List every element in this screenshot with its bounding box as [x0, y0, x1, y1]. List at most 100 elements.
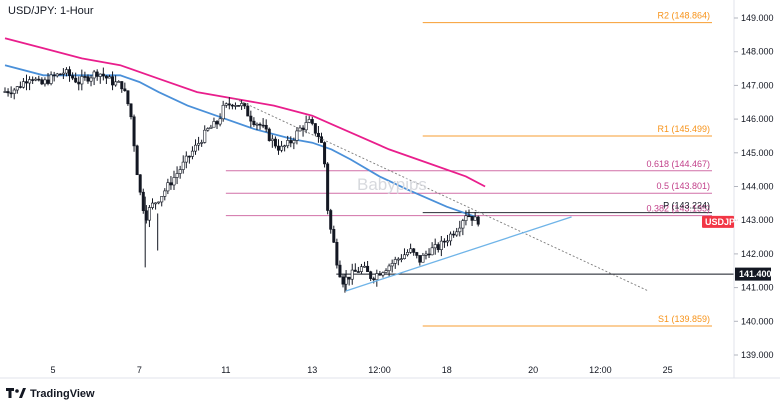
candle-body [375, 273, 379, 281]
candle-body [227, 103, 231, 106]
candle-body [132, 116, 136, 147]
x-tick-label: 5 [51, 365, 56, 375]
moving-average-pink [4, 37, 486, 188]
candle-body [307, 119, 311, 123]
candle-body [64, 69, 68, 74]
candle-body [458, 227, 462, 233]
price-axis-tag [735, 267, 771, 281]
candle-body [464, 215, 468, 221]
candle-body [18, 86, 22, 88]
candle-body [427, 253, 431, 256]
level-labels-layer: R2 (148.864) R1 (145.499) 0.618 (144.467) 0… [646, 11, 710, 324]
x-tick-label: 25 [663, 365, 673, 375]
candle-body [37, 78, 41, 81]
candle-body [40, 79, 44, 85]
candle-body [320, 136, 324, 143]
candle-body [445, 240, 449, 243]
candle-body [163, 190, 167, 197]
candle-body [449, 233, 453, 242]
candle-body [476, 216, 480, 225]
candle-body [160, 196, 164, 203]
candle-body [295, 130, 299, 141]
candle-body [396, 258, 400, 261]
candle-body [270, 138, 274, 141]
candle-body [240, 103, 244, 107]
candle-body [267, 128, 271, 141]
tradingview-logo: TradingView [6, 388, 95, 400]
candle-body [402, 254, 406, 259]
candle-body [381, 272, 385, 276]
candle-body [15, 86, 19, 91]
symbol-tag-label: USDJPY [705, 217, 741, 227]
candle-body [111, 76, 115, 86]
moving-averages-layer [4, 37, 486, 218]
candle-body [55, 73, 59, 77]
candle-body [286, 140, 290, 147]
candle-body [3, 91, 7, 93]
x-tick-label: 13 [307, 365, 317, 375]
candles-layer [3, 66, 480, 293]
x-tick-label: 18 [442, 365, 452, 375]
price-tags: USDJPY 141.400 [702, 215, 772, 281]
candle-body [387, 265, 391, 271]
candle-body [323, 142, 327, 165]
x-tick-label: 12:00 [368, 365, 391, 375]
candle-body [264, 124, 268, 130]
candle-body [218, 118, 222, 125]
candle-body [187, 155, 191, 158]
candle-body [209, 126, 213, 129]
candle-body [21, 81, 25, 88]
candle-body [439, 240, 443, 250]
candle-body [273, 138, 277, 147]
trendlines-layer [235, 98, 649, 292]
candle-body [114, 81, 118, 86]
y-tick-label: 143.000 [741, 215, 774, 225]
y-tick-label: 144.000 [741, 182, 774, 192]
candle-body [409, 248, 413, 253]
candle-body [107, 76, 111, 79]
candle-body [123, 88, 127, 92]
candle-body [258, 123, 262, 126]
candle-body [58, 73, 62, 76]
candle-body [406, 252, 410, 256]
brand-name: TradingView [30, 388, 95, 400]
x-axis[interactable]: 5 7 11 13 12:00 18 20 12:00 25 [51, 365, 673, 375]
level-label: S1 (139.859) [658, 314, 710, 324]
candle-body [421, 255, 425, 263]
candle-body [178, 169, 182, 174]
candle-body [237, 105, 241, 107]
y-tick-label: 140.000 [741, 316, 774, 326]
candle-body [283, 145, 287, 148]
candle-body [424, 253, 428, 256]
candle-body [436, 244, 440, 250]
y-axis[interactable]: 149.000 148.000 147.000 146.000 145.000 144.0… [734, 13, 774, 360]
candle-body [366, 265, 370, 273]
candle-body [221, 104, 225, 120]
candle-body [141, 191, 145, 211]
candle-body [6, 91, 10, 94]
x-tick-label: 20 [528, 365, 538, 375]
candle-body [415, 252, 419, 256]
candle-body [310, 119, 314, 124]
candle-body [52, 74, 56, 77]
candle-body [68, 69, 72, 76]
candle-body [473, 216, 477, 221]
candle-body [369, 271, 373, 279]
candle-body [224, 103, 228, 106]
candle-body [200, 142, 204, 144]
x-tick-label: 12:00 [589, 365, 612, 375]
candle-body [120, 81, 124, 90]
candle-body [49, 74, 53, 84]
candle-body [89, 77, 93, 82]
candle-body [390, 263, 394, 267]
candle-body [9, 92, 13, 95]
candle-body [34, 78, 38, 81]
candle-body [135, 145, 139, 176]
candle-body [77, 81, 81, 85]
candle-body [126, 90, 130, 105]
candle-body [215, 121, 219, 125]
candle-body [98, 73, 102, 77]
candle-body [249, 115, 253, 122]
candle-body [243, 103, 247, 107]
candle-body [384, 270, 388, 273]
